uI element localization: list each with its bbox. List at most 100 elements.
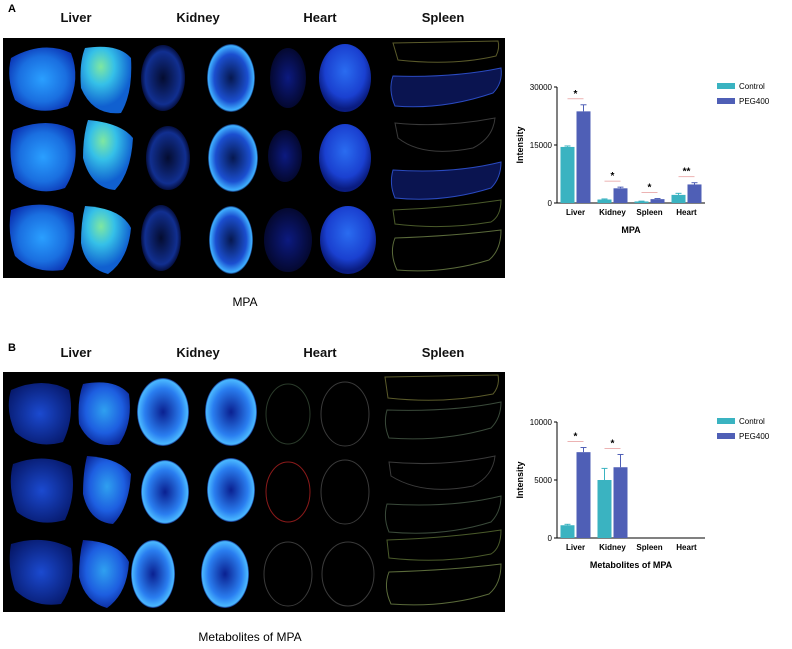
tissue-spleen-peg-1 (390, 67, 502, 108)
bar-peg400-liver (576, 111, 591, 203)
tissue-spleen-control-2 (394, 117, 496, 152)
bar-control-spleen (634, 201, 649, 203)
tissue-heart-peg-1 (319, 44, 371, 112)
x-tick-label: Liver (566, 543, 585, 552)
tissue-heart-control-3 (264, 208, 312, 272)
x-tick-label: Spleen (636, 208, 662, 217)
tissue-b-spleen-control-3 (386, 529, 502, 561)
tissue-b-liver-control-3 (9, 539, 73, 605)
x-axis-label: Metabolites of MPA (590, 560, 673, 570)
x-tick-label: Heart (676, 208, 697, 217)
tissue-kidney-peg-1 (207, 44, 255, 112)
bar-control-liver (560, 146, 575, 203)
panel-a-caption: MPA (232, 295, 258, 309)
tissue-heart-peg-3 (320, 206, 376, 274)
x-tick-label: Liver (566, 208, 585, 217)
y-tick-label: 5000 (534, 476, 552, 485)
panel-b-organ-spleen: Spleen (421, 345, 465, 360)
legend-label-peg400: PEG400 (739, 97, 770, 106)
tissue-b-liver-peg-2 (83, 456, 131, 524)
tissue-liver-peg-2 (83, 120, 133, 190)
tissue-b-kidney-control-2 (141, 460, 189, 524)
panel-b-letter: B (8, 342, 16, 354)
tissue-b-heart-control-3 (263, 541, 313, 607)
tissue-b-spleen-peg-1 (384, 401, 502, 440)
tissue-b-heart-peg-2 (320, 459, 370, 525)
tissue-heart-peg-2 (319, 124, 371, 192)
tissue-spleen-peg-2 (390, 161, 502, 200)
tissue-heart-control-1 (270, 48, 306, 108)
legend-swatch-control (717, 83, 735, 89)
tissue-b-kidney-peg-1 (205, 378, 257, 446)
chart-mpa: 0 15000 30000 Intensity Liver * Kidney * Spleen *… (515, 82, 770, 235)
tissue-kidney-control-2 (146, 126, 190, 190)
panel-a-letter: A (8, 3, 16, 15)
bar-peg400-spleen (650, 199, 665, 203)
chart-metabolites: 0 5000 10000 Intensity Liver * Kidney * Spleen He… (515, 417, 770, 570)
tissue-spleen-peg-3 (391, 229, 502, 272)
tissue-kidney-control-1 (141, 45, 185, 111)
significance-marker: * (574, 89, 578, 100)
panel-b-organ-liver: Liver (60, 345, 92, 360)
tissue-b-spleen-control-2 (388, 455, 496, 490)
tissue-b-kidney-control-3 (131, 540, 175, 608)
tissue-heart-control-2 (268, 130, 302, 182)
tissue-b-kidney-peg-3 (201, 540, 249, 608)
significance-marker: * (611, 438, 615, 449)
panel-a-imaging-grid (3, 38, 505, 278)
bar-control-heart (671, 194, 686, 203)
significance-marker: * (611, 171, 615, 182)
panel-b-caption: Metabolites of MPA (198, 630, 302, 644)
tissue-b-liver-peg-3 (79, 540, 129, 608)
panel-b-organ-heart: Heart (303, 345, 337, 360)
y-axis-label: Intensity (515, 126, 525, 163)
legend-swatch-peg400 (717, 433, 735, 439)
tissue-b-liver-control-1 (8, 383, 71, 445)
panel-a-organ-spleen: Spleen (421, 10, 465, 25)
bar-control-kidney (597, 480, 612, 538)
panel-a-organ-kidney: Kidney (176, 10, 220, 25)
significance-marker: ** (683, 167, 691, 178)
tissue-b-spleen-peg-3 (385, 563, 502, 606)
panel-a-organ-liver: Liver (60, 10, 92, 25)
x-axis-label: MPA (621, 225, 641, 235)
tissue-spleen-control-3 (392, 199, 502, 228)
panel-b-organ-kidney: Kidney (176, 345, 220, 360)
bar-control-kidney (597, 199, 612, 203)
tissue-kidney-peg-3 (209, 206, 253, 274)
significance-marker: * (574, 432, 578, 443)
x-tick-label: Spleen (636, 543, 662, 552)
tissue-liver-peg-3 (81, 206, 131, 274)
tissue-b-heart-control-1 (265, 383, 311, 445)
tissue-liver-control-2 (10, 123, 76, 192)
bar-peg400-liver (576, 452, 591, 538)
y-tick-label: 0 (548, 534, 553, 543)
tissue-b-kidney-peg-2 (207, 458, 255, 522)
y-axis-label: Intensity (515, 461, 525, 498)
bar-peg400-kidney (613, 467, 628, 538)
legend-label-control: Control (739, 82, 765, 91)
panel-a-imaging-svg (9, 40, 502, 274)
tissue-b-kidney-control-1 (137, 378, 189, 446)
tissue-b-liver-control-2 (10, 458, 73, 523)
x-tick-label: Kidney (599, 208, 626, 217)
tissue-b-liver-peg-1 (78, 382, 130, 446)
tissue-b-spleen-peg-2 (384, 495, 502, 534)
tissue-b-heart-control-2 (265, 461, 311, 523)
legend-swatch-control (717, 418, 735, 424)
y-tick-label: 0 (548, 199, 553, 208)
panel-a-organ-heart: Heart (303, 10, 337, 25)
x-tick-label: Heart (676, 543, 697, 552)
tissue-b-spleen-control-1 (384, 374, 499, 401)
tissue-kidney-peg-2 (208, 124, 258, 192)
panel-b-imaging-svg (8, 374, 502, 608)
x-tick-label: Kidney (599, 543, 626, 552)
tissue-liver-control-3 (9, 204, 75, 271)
legend-label-control: Control (739, 417, 765, 426)
y-tick-label: 10000 (530, 418, 553, 427)
tissue-b-heart-peg-3 (321, 541, 375, 607)
tissue-b-heart-peg-1 (320, 381, 370, 447)
bar-control-liver (560, 525, 575, 538)
bar-peg400-kidney (613, 188, 628, 203)
legend-label-peg400: PEG400 (739, 432, 770, 441)
